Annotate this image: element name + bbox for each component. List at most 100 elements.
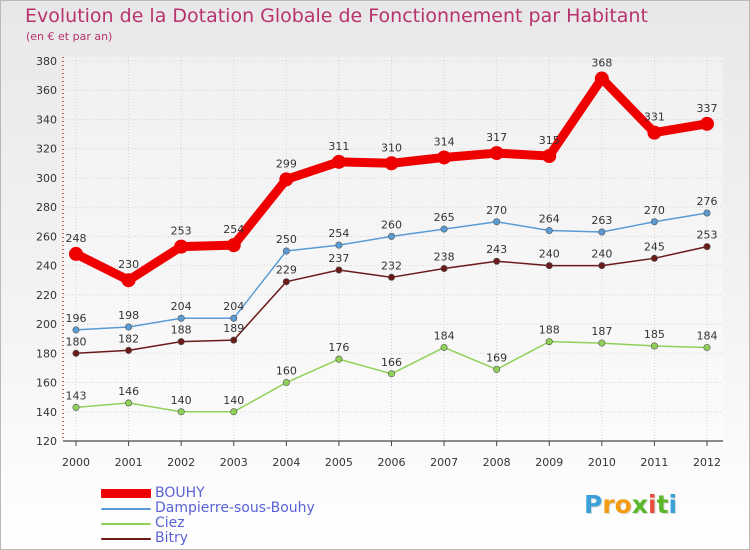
data-point-dampierre-sous-bouhy xyxy=(545,227,553,235)
data-label-ciez: 176 xyxy=(328,341,349,354)
data-point-bouhy xyxy=(121,273,136,288)
data-point-dampierre-sous-bouhy xyxy=(598,228,606,236)
data-label-bitry: 189 xyxy=(223,322,244,335)
x-tick-label: 2007 xyxy=(430,456,458,469)
legend-swatch xyxy=(101,489,151,498)
data-label-bitry: 182 xyxy=(118,332,139,345)
data-label-bitry: 180 xyxy=(66,335,87,348)
data-label-bitry: 232 xyxy=(381,259,402,272)
data-label-bouhy: 254 xyxy=(223,223,244,236)
y-tick-label: 200 xyxy=(36,318,57,331)
x-tick-label: 2000 xyxy=(62,456,90,469)
data-point-ciez xyxy=(125,399,133,407)
y-tick-label: 140 xyxy=(36,406,57,419)
legend: BOUHY Dampierre-sous-Bouhy Ciez Bitry xyxy=(101,486,401,546)
legend-swatch xyxy=(101,522,151,525)
data-label-bouhy: 248 xyxy=(66,232,87,245)
data-label-ciez: 169 xyxy=(486,351,507,364)
data-point-dampierre-sous-bouhy xyxy=(650,218,658,226)
data-point-bitry xyxy=(230,336,238,344)
data-label-ciez: 185 xyxy=(644,328,665,341)
data-label-bitry: 253 xyxy=(697,229,718,242)
data-label-bouhy: 299 xyxy=(276,157,297,170)
data-point-ciez xyxy=(230,408,238,416)
x-tick-label: 2005 xyxy=(325,456,353,469)
y-tick-label: 180 xyxy=(36,347,57,360)
y-tick-label: 220 xyxy=(36,289,57,302)
data-point-ciez xyxy=(545,338,553,346)
data-point-dampierre-sous-bouhy xyxy=(440,225,448,233)
data-point-bouhy xyxy=(69,246,83,261)
y-tick-label: 240 xyxy=(36,260,57,273)
data-point-bouhy xyxy=(437,150,452,165)
x-tick-label: 2010 xyxy=(588,456,616,469)
data-label-ciez: 184 xyxy=(434,329,455,342)
data-label-bitry: 243 xyxy=(486,243,507,256)
legend-item-bitry: Bitry xyxy=(101,531,401,546)
data-label-dampierre-sous-bouhy: 265 xyxy=(434,211,455,224)
legend-label: BOUHY xyxy=(155,485,205,501)
data-label-bouhy: 230 xyxy=(118,258,139,271)
data-label-ciez: 143 xyxy=(66,389,87,402)
data-label-dampierre-sous-bouhy: 263 xyxy=(591,214,612,227)
data-point-bitry xyxy=(545,262,553,270)
x-tick-label: 2002 xyxy=(167,456,195,469)
data-point-ciez xyxy=(493,365,501,373)
data-point-ciez xyxy=(177,408,185,416)
data-point-bitry xyxy=(703,243,711,251)
y-tick-label: 340 xyxy=(36,113,57,126)
x-tick-label: 2011 xyxy=(640,456,668,469)
data-point-bouhy xyxy=(226,238,241,253)
data-point-ciez xyxy=(703,343,711,351)
data-point-dampierre-sous-bouhy xyxy=(335,241,343,249)
y-tick-label: 120 xyxy=(36,435,57,448)
data-point-dampierre-sous-bouhy xyxy=(282,247,290,255)
data-point-bouhy xyxy=(279,172,294,187)
data-point-dampierre-sous-bouhy xyxy=(230,314,238,322)
y-tick-label: 320 xyxy=(36,143,57,156)
data-label-bitry: 229 xyxy=(276,264,297,277)
data-label-bouhy: 331 xyxy=(644,111,665,124)
x-tick-label: 2001 xyxy=(115,456,143,469)
data-point-bitry xyxy=(335,266,343,274)
legend-item-dampierre-sous-bouhy: Dampierre-sous-Bouhy xyxy=(101,501,401,516)
data-point-bouhy xyxy=(542,149,557,163)
data-label-dampierre-sous-bouhy: 250 xyxy=(276,233,297,246)
data-point-ciez xyxy=(72,403,80,411)
data-point-bitry xyxy=(125,346,133,354)
data-point-bitry xyxy=(650,254,658,262)
data-point-dampierre-sous-bouhy xyxy=(493,218,501,226)
data-label-dampierre-sous-bouhy: 254 xyxy=(328,227,349,240)
data-point-dampierre-sous-bouhy xyxy=(125,323,133,331)
y-tick-label: 260 xyxy=(36,230,57,243)
data-label-bouhy: 317 xyxy=(486,131,507,144)
data-label-ciez: 140 xyxy=(171,394,192,407)
legend-item-bouhy: BOUHY xyxy=(101,486,401,501)
data-label-dampierre-sous-bouhy: 270 xyxy=(486,204,507,217)
data-point-bouhy xyxy=(489,146,504,161)
y-tick-label: 360 xyxy=(36,84,57,97)
data-label-bitry: 237 xyxy=(328,252,349,265)
x-tick-label: 2003 xyxy=(220,456,248,469)
data-label-bitry: 188 xyxy=(171,324,192,337)
y-tick-label: 160 xyxy=(36,377,57,390)
chart-subtitle: (en € et par an) xyxy=(26,30,113,43)
data-label-bouhy: 315 xyxy=(539,134,560,147)
y-tick-label: 300 xyxy=(36,172,57,185)
data-point-bitry xyxy=(598,262,606,270)
proxiti-logo: Proxiti xyxy=(584,490,678,519)
data-label-dampierre-sous-bouhy: 264 xyxy=(539,213,560,226)
y-tick-label: 380 xyxy=(36,55,57,68)
x-tick-label: 2006 xyxy=(378,456,406,469)
legend-label: Dampierre-sous-Bouhy xyxy=(155,500,315,516)
data-point-ciez xyxy=(598,339,606,347)
data-point-bitry xyxy=(282,278,290,286)
data-label-dampierre-sous-bouhy: 260 xyxy=(381,218,402,231)
y-tick-label: 280 xyxy=(36,201,57,214)
data-point-bitry xyxy=(440,265,448,273)
chart-title: Evolution de la Dotation Globale de Fonc… xyxy=(25,5,648,27)
data-label-dampierre-sous-bouhy: 196 xyxy=(66,312,87,325)
data-point-bouhy xyxy=(174,239,189,254)
data-point-bouhy xyxy=(331,154,346,169)
